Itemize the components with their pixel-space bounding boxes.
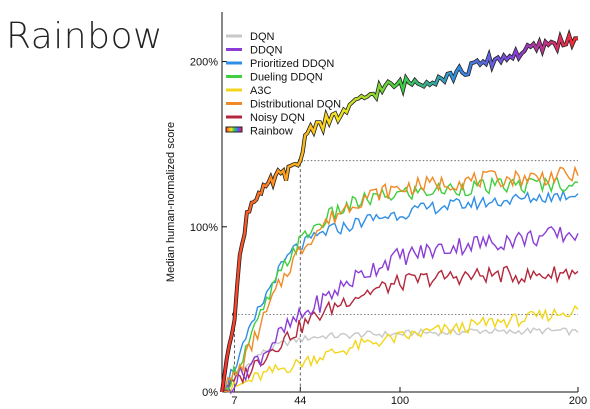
legend-label-rainbow: Rainbow: [250, 126, 293, 138]
legend-label-dueling-ddqn: Dueling DDQN: [250, 72, 323, 84]
series-dueling-ddqn: [221, 176, 579, 393]
x-tick-label: 7: [231, 395, 237, 407]
series-layer: [220, 28, 579, 395]
series-rainbow-outline: [220, 28, 578, 393]
series-dqn: [221, 327, 579, 393]
legend-swatch-rainbow: [225, 126, 243, 133]
legend-label-noisy-dqn: Noisy DQN: [250, 112, 305, 124]
y-tick-label: 200%: [190, 57, 218, 69]
slide-title: Rainbow: [6, 16, 163, 57]
series-noisy-dqn: [221, 265, 579, 393]
legend-label-dqn: DQN: [250, 31, 275, 43]
series-rainbow: [220, 31, 578, 393]
x-tick-label: 44: [294, 395, 306, 407]
series-distributional-dqn: [221, 165, 579, 393]
y-axis-label: Median human-normalized score: [165, 122, 177, 282]
legend-label-ddqn: DDQN: [250, 45, 282, 57]
y-tick-label: 100%: [190, 222, 218, 234]
y-tick-label: 0%: [202, 387, 218, 399]
series-a3c: [221, 304, 579, 393]
series-ddqn: [221, 225, 579, 395]
legend-label-prioritized-ddqn: Prioritized DDQN: [250, 58, 334, 70]
legend-label-a3c: A3C: [250, 85, 271, 97]
series-prioritized-ddqn: [221, 188, 579, 393]
axes: 7 44 100 200 0% 100% 200% Median human-normaliz…: [165, 12, 587, 407]
legend-label-distributional-dqn: Distributional DQN: [250, 99, 341, 111]
x-tick-label: 100: [391, 395, 409, 407]
x-tick-label: 200: [569, 395, 587, 407]
